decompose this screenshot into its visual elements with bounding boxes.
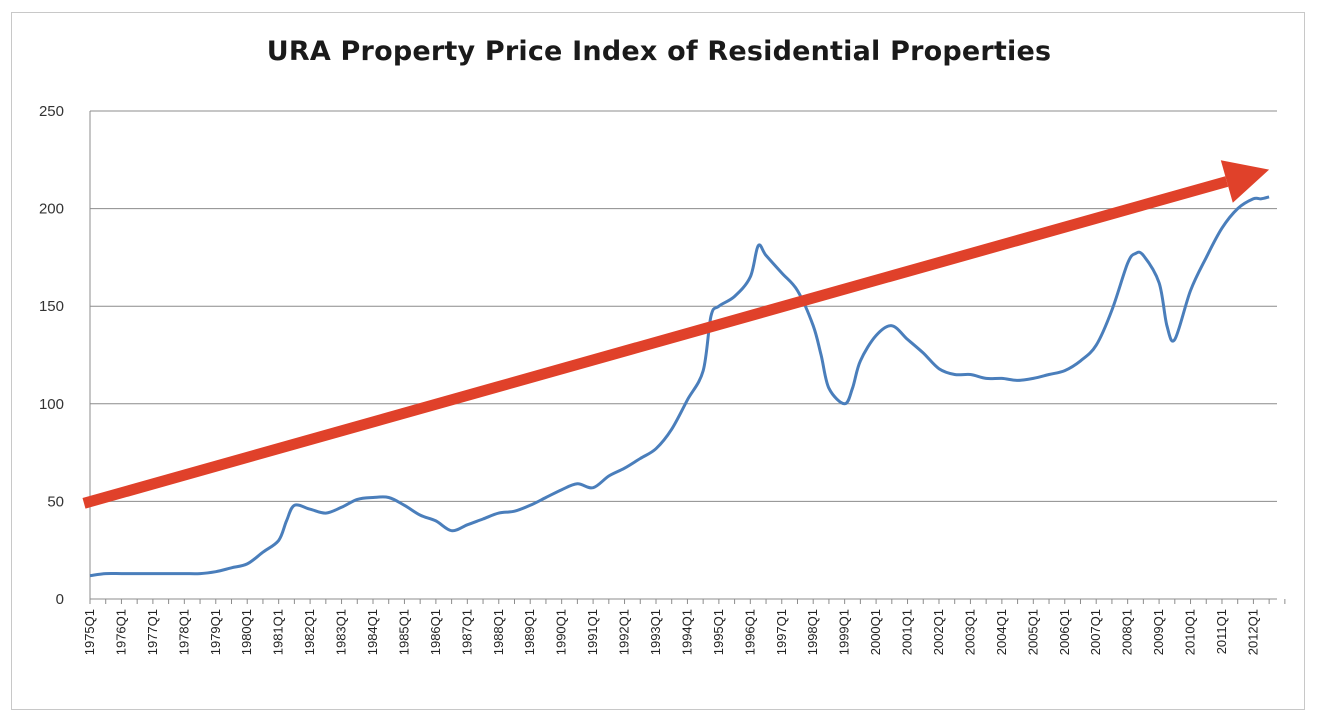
x-tick-label: 2006Q1	[1057, 609, 1072, 655]
x-tick-label: 1992Q1	[617, 609, 632, 655]
x-tick-label: 2005Q1	[1025, 609, 1040, 655]
x-tick-label: 1990Q1	[554, 609, 569, 655]
x-tick-label: 1991Q1	[585, 609, 600, 655]
x-tick-label: 1997Q1	[774, 609, 789, 655]
x-tick-label: 1994Q1	[679, 609, 694, 655]
x-tick-label: 2004Q1	[994, 609, 1009, 655]
trend-arrow-shaft	[82, 176, 1229, 509]
x-tick-label: 2000Q1	[868, 609, 883, 655]
x-tick-label: 2001Q1	[900, 609, 915, 655]
x-tick-label: 1981Q1	[271, 609, 286, 655]
x-tick-label: 1985Q1	[396, 609, 411, 655]
x-tick-label: 1980Q1	[239, 609, 254, 655]
x-tick-label: 1978Q1	[176, 609, 191, 655]
y-tick-label: 50	[47, 493, 64, 510]
x-tick-label: 1995Q1	[711, 609, 726, 655]
trend-arrow-head	[1220, 160, 1270, 203]
y-tick-label: 0	[56, 591, 64, 608]
x-tick-label: 1999Q1	[837, 609, 852, 655]
x-tick-label: 1993Q1	[648, 609, 663, 655]
y-tick-label: 100	[39, 396, 64, 413]
x-tick-label: 1984Q1	[365, 609, 380, 655]
x-tick-label: 1979Q1	[208, 609, 223, 655]
y-tick-label: 200	[39, 201, 64, 218]
series-line-0	[89, 195, 1270, 578]
x-tick-label: 1982Q1	[302, 609, 317, 655]
x-tick-label: 2010Q1	[1183, 609, 1198, 655]
x-tick-label: 2011Q1	[1214, 609, 1229, 654]
x-tick-label: 1989Q1	[522, 609, 537, 655]
x-tick-label: 1975Q1	[82, 609, 97, 655]
x-tick-label: 2002Q1	[931, 609, 946, 655]
x-tick-label: 2012Q1	[1245, 609, 1260, 655]
x-tick-label: 1983Q1	[334, 609, 349, 655]
x-tick-label: 1987Q1	[459, 609, 474, 655]
x-tick-label: 2003Q1	[962, 609, 977, 655]
x-tick-label: 1986Q1	[428, 609, 443, 655]
y-tick-label: 250	[39, 103, 64, 120]
x-tick-label: 2008Q1	[1120, 609, 1135, 655]
chart-frame	[11, 12, 1305, 710]
x-tick-label: 1998Q1	[805, 609, 820, 655]
x-tick-label: 2009Q1	[1151, 609, 1166, 655]
x-tick-label: 1996Q1	[742, 609, 757, 655]
x-tick-label: 1977Q1	[145, 609, 160, 655]
y-tick-label: 150	[39, 298, 64, 315]
x-tick-label: 1988Q1	[491, 609, 506, 655]
chart-title: URA Property Price Index of Residential …	[266, 36, 1052, 67]
x-tick-label: 1976Q1	[113, 609, 128, 655]
x-tick-label: 2007Q1	[1088, 609, 1103, 655]
